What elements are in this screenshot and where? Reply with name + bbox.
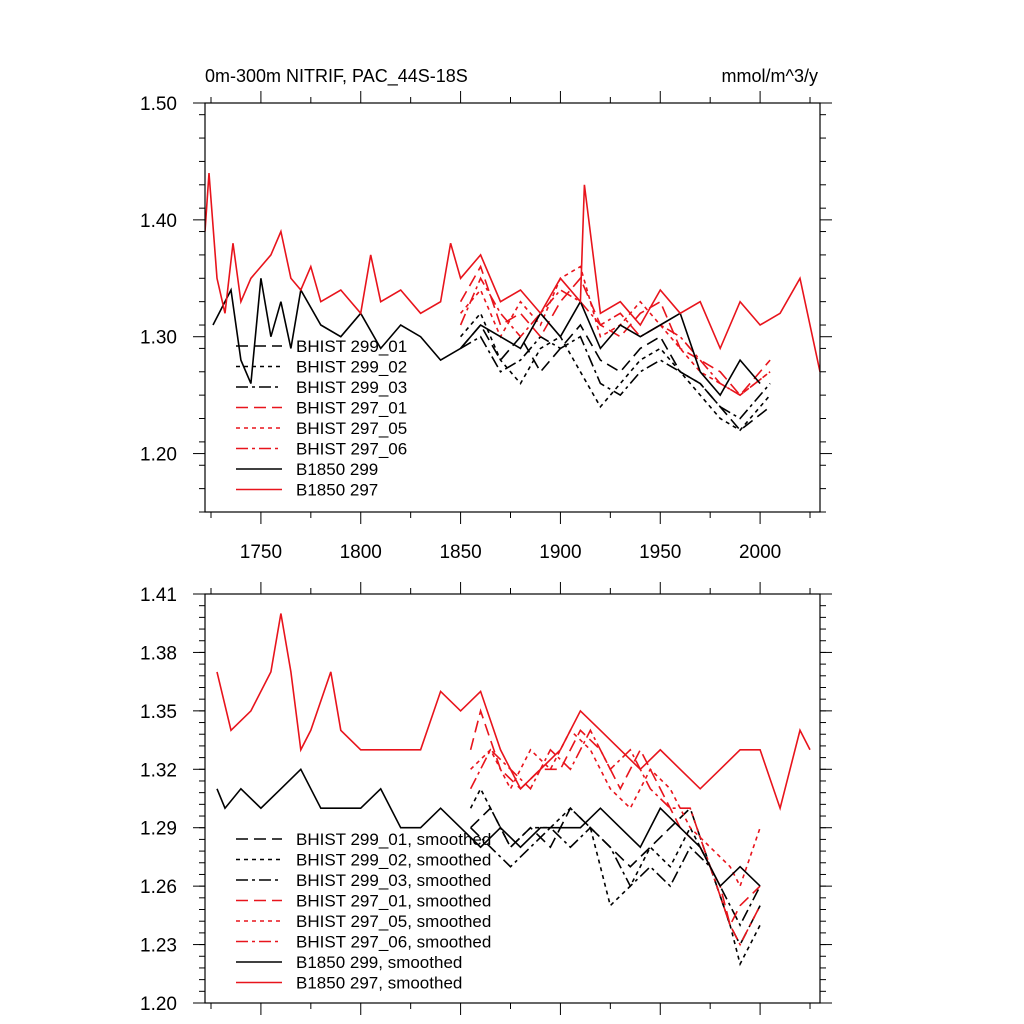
legend-label: BHIST 299_03 bbox=[296, 378, 407, 397]
legend-label: BHIST 299_02, smoothed bbox=[296, 851, 491, 870]
chart-panel-2: 1.20 1.23 1.26 1.29 1.32 1.35 1.38 1.41 BHIST 29… bbox=[140, 582, 832, 1015]
y-tick-label: 1.23 bbox=[140, 936, 177, 957]
y-tick-label: 1.30 bbox=[140, 328, 177, 349]
legend-label: BHIST 297_01 bbox=[296, 399, 407, 418]
legend-label: BHIST 297_05 bbox=[296, 419, 407, 438]
legend-label: BHIST 299_01 bbox=[296, 337, 407, 356]
legend-label: BHIST 297_05, smoothed bbox=[296, 912, 491, 931]
x-tick-label: 1800 bbox=[340, 542, 382, 563]
series-line-3 bbox=[470, 826, 761, 927]
legend-label: B1850 297, smoothed bbox=[296, 974, 462, 993]
y-tick-label: 1.26 bbox=[140, 877, 177, 898]
series-line-3 bbox=[460, 335, 771, 420]
series-line-7 bbox=[212, 278, 761, 397]
y-tick-label: 1.20 bbox=[140, 445, 177, 466]
legend-label: B1850 297 bbox=[296, 481, 378, 500]
x-tick-label: 1750 bbox=[240, 542, 282, 563]
series-line-2 bbox=[469, 787, 761, 967]
units-label: mmol/m^3/y bbox=[722, 66, 818, 86]
legend-label: B1850 299, smoothed bbox=[296, 953, 462, 972]
x-tick-label: 1900 bbox=[539, 542, 581, 563]
y-tick-label: 1.38 bbox=[140, 643, 177, 664]
series-line-8 bbox=[216, 613, 811, 811]
series-line-4 bbox=[469, 708, 761, 928]
chart-title: 0m-300m NITRIF, PAC_44S-18S bbox=[205, 66, 468, 87]
plot-frame bbox=[204, 102, 821, 513]
y-tick-label: 1.32 bbox=[140, 760, 177, 781]
x-tick-label: 2000 bbox=[739, 542, 781, 563]
y-tick-label: 1.40 bbox=[140, 211, 177, 232]
y-tick-label: 1.35 bbox=[140, 702, 177, 723]
series-line-8 bbox=[205, 173, 820, 372]
series-line-5 bbox=[459, 265, 771, 397]
chart-panel-1: 1750 1800 1850 1900 1950 2000 1.20 1.30 1.40 1.50… bbox=[140, 66, 832, 563]
legend-label: BHIST 299_01, smoothed bbox=[296, 830, 491, 849]
legend-label: BHIST 299_03, smoothed bbox=[296, 871, 491, 890]
y-tick-label: 1.20 bbox=[140, 994, 177, 1015]
x-tick-label: 1850 bbox=[439, 542, 481, 563]
legend-label: B1850 299 bbox=[296, 460, 378, 479]
legend-label: BHIST 297_06, smoothed bbox=[296, 933, 491, 952]
series-line-7 bbox=[216, 767, 761, 888]
series-line-5 bbox=[470, 728, 761, 889]
legend-label: BHIST 297_06 bbox=[296, 440, 407, 459]
y-tick-label: 1.29 bbox=[140, 819, 177, 840]
series-line-1 bbox=[470, 806, 761, 947]
plot-frame bbox=[204, 593, 821, 1004]
legend: BHIST 299_01, smoothed BHIST 299_02, smoo… bbox=[236, 830, 491, 993]
y-tick-label: 1.50 bbox=[140, 94, 177, 115]
series-line-6 bbox=[459, 276, 771, 397]
series-line-4 bbox=[459, 264, 771, 397]
y-tick-label: 1.41 bbox=[140, 585, 177, 606]
legend-label: BHIST 297_01, smoothed bbox=[296, 892, 491, 911]
x-tick-label: 1950 bbox=[639, 542, 681, 563]
legend-label: BHIST 299_02 bbox=[296, 358, 407, 377]
series-line-6 bbox=[469, 728, 761, 947]
series-line-2 bbox=[459, 311, 771, 432]
